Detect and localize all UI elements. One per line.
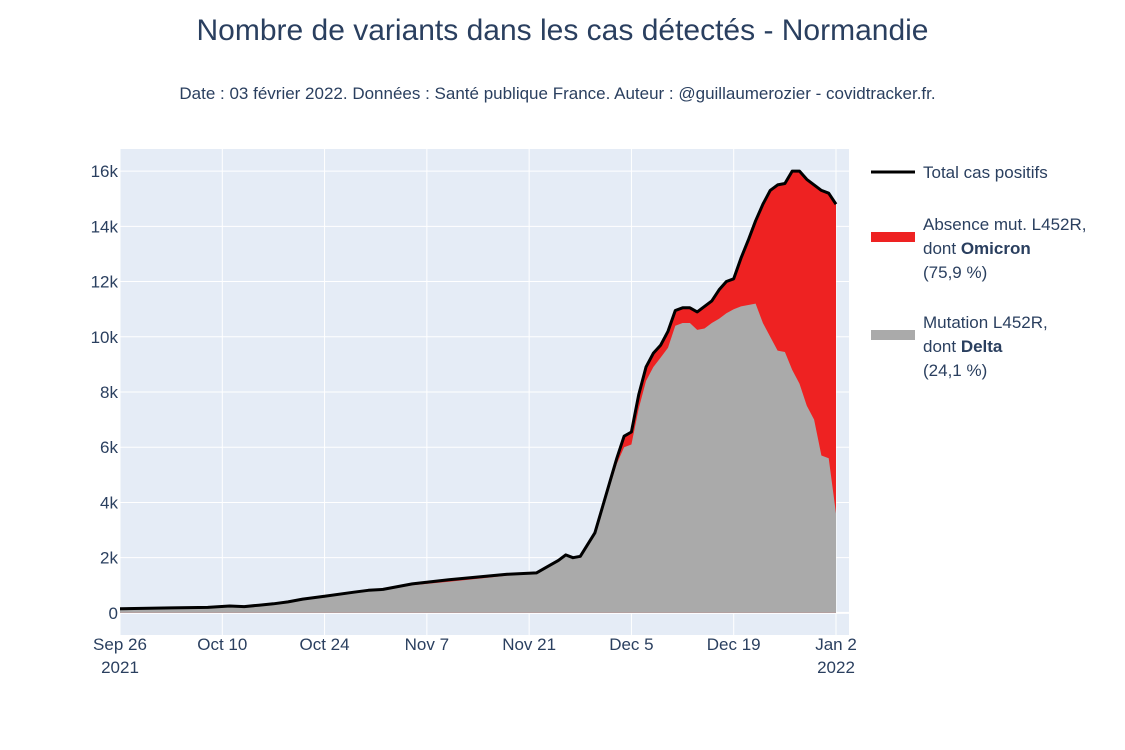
y-tick-label: 0 bbox=[109, 604, 118, 623]
area-series bbox=[119, 169, 838, 613]
x-tick-label: Nov 7 bbox=[405, 635, 449, 654]
legend-label: (75,9 %) bbox=[923, 263, 987, 282]
legend-label: dont Delta bbox=[923, 337, 1003, 356]
y-tick-label: 14k bbox=[91, 217, 119, 236]
legend-label: (24,1 %) bbox=[923, 361, 987, 380]
legend-swatch bbox=[871, 330, 915, 340]
y-tick-label: 10k bbox=[91, 328, 119, 347]
y-tick-label: 12k bbox=[91, 273, 119, 292]
y-tick-label: 2k bbox=[100, 549, 118, 568]
legend-label: Mutation L452R, bbox=[923, 313, 1048, 332]
y-tick-label: 8k bbox=[100, 383, 118, 402]
x-tick-label: Nov 21 bbox=[502, 635, 556, 654]
y-tick-label: 6k bbox=[100, 438, 118, 457]
legend-swatch bbox=[871, 232, 915, 242]
x-tick-label: Jan 2 bbox=[815, 635, 857, 654]
delta-area bbox=[120, 303, 836, 613]
legend-item-delta: Mutation L452R, dont Delta (24,1 %) bbox=[871, 313, 1048, 380]
x-tick-label: Oct 24 bbox=[300, 635, 350, 654]
x-tick-label: Oct 10 bbox=[197, 635, 247, 654]
omicron-area bbox=[120, 171, 836, 613]
plot-background bbox=[120, 149, 849, 635]
legend-label: Total cas positifs bbox=[923, 163, 1048, 182]
y-tick-label: 16k bbox=[91, 162, 119, 181]
chart-title: Nombre de variants dans les cas détectés… bbox=[196, 14, 929, 47]
gridlines bbox=[119, 149, 849, 635]
total-line bbox=[119, 169, 838, 611]
legend-item-total: Total cas positifs bbox=[871, 163, 1048, 182]
axis-ticks: 0 2k 4k 6k 8k 10k 12k 14k 16k Sep 26 2021 Oct 10 Oct… bbox=[91, 162, 857, 677]
x-tick-label: Dec 19 bbox=[707, 635, 761, 654]
legend[interactable]: Total cas positifs Absence mut. L452R, don… bbox=[871, 163, 1086, 380]
legend-label: dont Omicron bbox=[923, 239, 1031, 258]
legend-item-omicron: Absence mut. L452R, dont Omicron (75,9 %) bbox=[871, 215, 1086, 282]
x-tick-label: 2022 bbox=[817, 658, 855, 677]
y-tick-label: 4k bbox=[100, 493, 118, 512]
x-tick-label: 2021 bbox=[101, 658, 139, 677]
x-tick-label: Dec 5 bbox=[609, 635, 653, 654]
legend-label: Absence mut. L452R, bbox=[923, 215, 1086, 234]
chart-subtitle: Date : 03 février 2022. Données : Santé … bbox=[179, 84, 936, 103]
x-tick-label: Sep 26 bbox=[93, 635, 147, 654]
